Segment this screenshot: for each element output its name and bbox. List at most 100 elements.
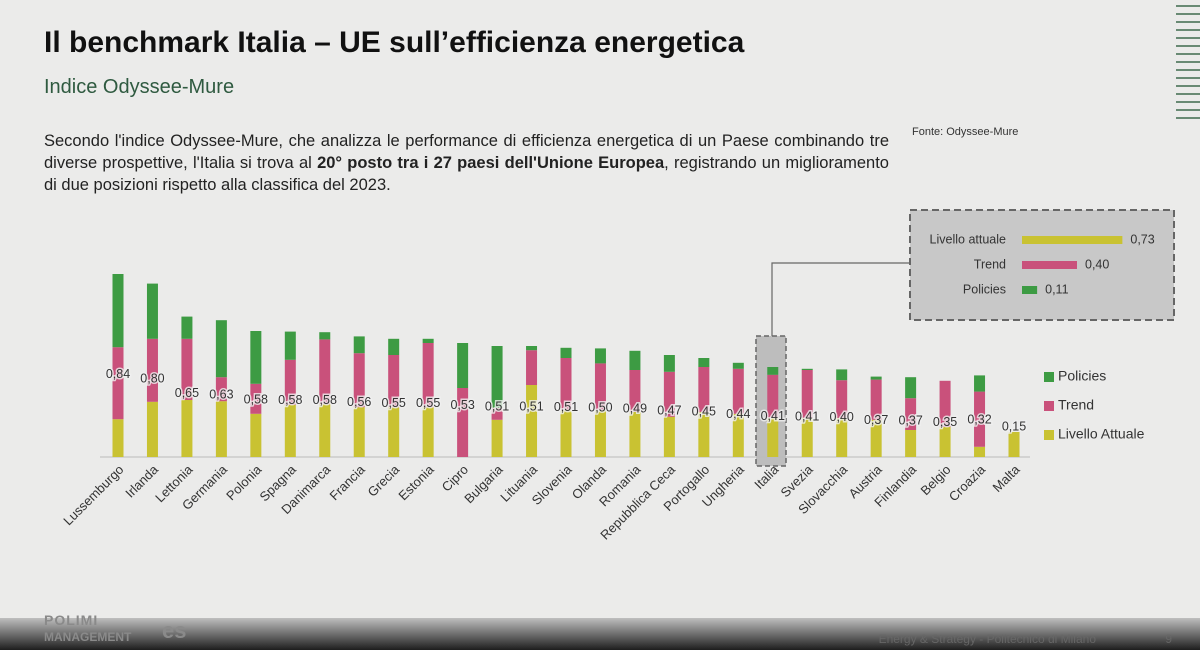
slide-subtitle: Indice Odyssee-Mure: [44, 76, 235, 98]
total-label: 0,51: [485, 399, 509, 413]
legend-label: Livello Attuale: [1058, 426, 1145, 442]
total-label: 0,45: [692, 405, 716, 419]
decoration: [1176, 5, 1200, 119]
x-tick-label: Bulgaria: [461, 461, 506, 506]
bar-segment: [767, 418, 779, 457]
inset-label: Trend: [974, 257, 1006, 271]
bar-segment: [836, 380, 848, 418]
bar-segment: [319, 332, 331, 340]
bar-segment: [388, 407, 400, 457]
bar-segment: [388, 338, 400, 355]
bar-segment: [353, 336, 365, 354]
total-label: 0,65: [175, 386, 199, 400]
bar-segment: [594, 410, 606, 457]
total-label: 0,32: [967, 413, 991, 427]
bar-segment: [181, 316, 193, 339]
total-label: 0,55: [416, 396, 440, 410]
bar-segment: [491, 346, 503, 408]
bar-segment: [491, 407, 503, 420]
total-label: 0,58: [278, 393, 302, 407]
total-label: 0,49: [623, 402, 647, 416]
bar-segment: [112, 419, 124, 457]
intro-part: , registrando un miglioramento di due po…: [44, 154, 889, 194]
legend-swatch: [1044, 372, 1054, 382]
total-label: 0,63: [209, 388, 233, 402]
x-tick-label: Estonia: [395, 461, 437, 503]
bar-segment: [146, 283, 158, 339]
intro-part: 20° posto tra i 27 paesi dell'Unione Eur…: [317, 154, 665, 172]
legend-swatch: [1044, 401, 1054, 411]
bar-segment: [560, 410, 572, 457]
legend-label: Trend: [1058, 397, 1094, 413]
bar-segment: [491, 419, 503, 457]
bar-segment: [594, 348, 606, 364]
total-label: 0,53: [450, 398, 474, 412]
total-label: 0,58: [244, 393, 268, 407]
bar-segment: [560, 358, 572, 411]
inset-value: 0,11: [1045, 282, 1068, 296]
inset-bar: [1022, 261, 1077, 269]
bar-segment: [905, 377, 917, 399]
total-label: 0,47: [657, 403, 681, 417]
bar-segment: [836, 418, 848, 457]
total-label: 0,37: [898, 413, 922, 427]
bar-segment: [215, 401, 227, 457]
bar-segment: [939, 380, 951, 427]
bar-segment: [836, 369, 848, 381]
bar-segment: [422, 407, 434, 457]
bar-segment: [215, 320, 227, 378]
bar-segment: [560, 347, 572, 358]
bar-segment: [698, 358, 710, 367]
bar-segment: [112, 347, 124, 420]
total-label: 0,84: [106, 367, 130, 381]
bar-segment: [801, 370, 813, 418]
bar-segment: [801, 368, 813, 370]
inset-value: 0,73: [1130, 232, 1154, 246]
bar-segment: [905, 398, 917, 430]
bar-segment: [250, 331, 262, 384]
bar-segment: [250, 383, 262, 414]
bar-segment: [422, 338, 434, 343]
bar-segment: [284, 331, 296, 360]
x-tick-label: Malta: [989, 461, 1023, 495]
bar-segment: [974, 375, 986, 392]
bar-segment: [974, 391, 986, 447]
total-label: 0,80: [140, 371, 164, 385]
inset-value: 0,40: [1085, 257, 1109, 271]
bar-segment: [112, 274, 124, 348]
bar-segment: [732, 368, 744, 414]
source-note: Fonte: Odyssee-Mure: [912, 126, 1019, 138]
bar-segment: [939, 427, 951, 457]
logo-text: MANAGEMENT: [44, 630, 132, 644]
connector: [771, 262, 910, 336]
bar-segment: [767, 367, 779, 375]
bar-segment: [181, 400, 193, 457]
bar-segment: [181, 338, 193, 400]
bar-segment: [284, 404, 296, 457]
bar-segment: [732, 413, 744, 457]
bar-segment: [146, 338, 158, 402]
bar-segment: [663, 355, 675, 372]
bar-segment: [594, 363, 606, 411]
bar-segment: [663, 371, 675, 417]
intro-text: Secondo l'indice Odyssee-Mure, che anali…: [44, 130, 889, 196]
bar-segment: [146, 401, 158, 457]
bar-segment: [319, 404, 331, 457]
total-label: 0,58: [313, 393, 337, 407]
bar-segment: [250, 413, 262, 457]
total-label: 0,41: [761, 409, 785, 423]
x-tick-label: Lussemburgo: [60, 462, 126, 528]
total-label: 0,37: [864, 413, 888, 427]
total-label: 0,44: [726, 407, 750, 421]
slide-title: Il benchmark Italia – UE sull’efficienza…: [44, 26, 745, 59]
bar-segment: [801, 418, 813, 457]
legend-label: Policies: [1058, 368, 1106, 384]
total-label: 0,50: [588, 400, 612, 414]
inset-bar: [1022, 286, 1038, 294]
bar-segment: [215, 377, 227, 402]
bar-segment: [526, 350, 538, 385]
bar-segment: [353, 353, 365, 408]
bar-segment: [388, 355, 400, 408]
bar-segment: [526, 385, 538, 457]
